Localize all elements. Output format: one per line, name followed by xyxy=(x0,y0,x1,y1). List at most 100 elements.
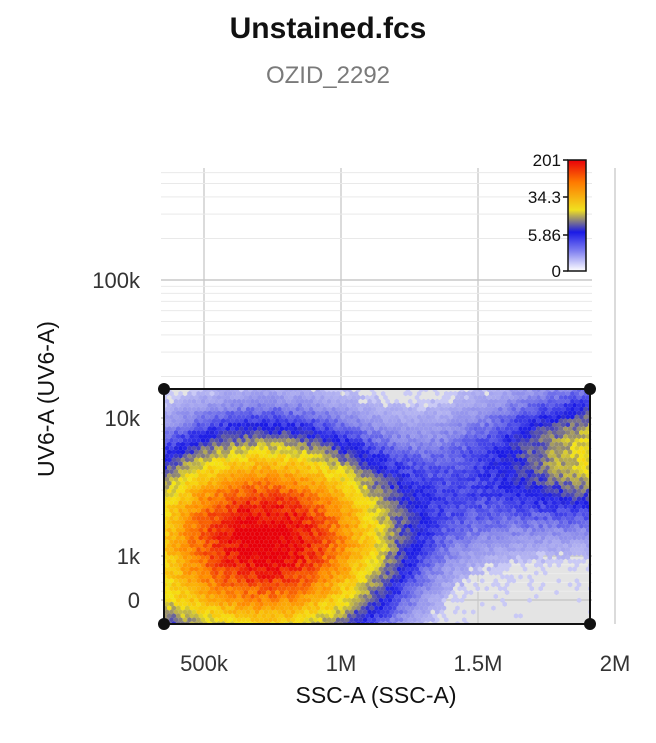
hexbin xyxy=(455,433,460,440)
hexbin xyxy=(299,437,305,443)
hexbin xyxy=(374,402,379,408)
hexbin xyxy=(299,469,305,475)
hexbin xyxy=(221,472,226,479)
hexbin xyxy=(556,547,561,553)
hexbin xyxy=(344,500,350,506)
hexbin xyxy=(194,582,199,588)
hexbin xyxy=(264,383,269,388)
hexbin xyxy=(263,547,269,553)
hexbin xyxy=(477,457,483,463)
hexbin xyxy=(378,480,384,486)
hexbin xyxy=(205,492,210,498)
hexbin xyxy=(450,558,456,564)
hexbin xyxy=(304,500,309,506)
hexbin xyxy=(416,437,422,443)
hexbin xyxy=(203,465,208,471)
hexbin xyxy=(167,426,172,432)
hexbin xyxy=(313,430,318,436)
hexbin xyxy=(531,449,537,455)
hexbin xyxy=(351,566,357,572)
hexbin xyxy=(428,511,433,518)
hexbin xyxy=(335,578,341,584)
hexbin xyxy=(342,441,348,447)
hexbin xyxy=(203,480,208,486)
hexbin xyxy=(477,472,483,479)
hexbin xyxy=(272,398,278,404)
hexbin xyxy=(441,535,447,541)
hexbin xyxy=(254,453,260,459)
hexbin xyxy=(455,574,460,580)
hexbin xyxy=(358,570,363,576)
hexbin xyxy=(518,433,523,440)
hexbin xyxy=(178,547,183,553)
hexbin xyxy=(198,511,203,518)
hexbin xyxy=(543,445,548,451)
hexbin xyxy=(529,445,534,451)
hexbin xyxy=(338,582,343,588)
hexbin xyxy=(563,410,568,416)
hexbin xyxy=(185,449,190,455)
hexbin xyxy=(446,582,451,588)
hexbin xyxy=(194,394,199,401)
hexbin xyxy=(554,449,559,455)
hexbin xyxy=(270,582,276,588)
hexbin xyxy=(250,547,255,553)
hexbin xyxy=(545,449,550,455)
hexbin xyxy=(295,484,300,490)
hexbin xyxy=(167,504,172,510)
hexbin xyxy=(279,582,285,588)
hexbin xyxy=(498,492,503,498)
hexbin xyxy=(306,504,312,510)
hexbin xyxy=(214,445,219,451)
hexbin xyxy=(441,426,447,432)
hexbin xyxy=(493,476,498,482)
hexbin xyxy=(531,441,537,447)
hexbin xyxy=(331,453,336,459)
hexbin xyxy=(313,508,318,514)
hexbin xyxy=(299,484,305,490)
hexbin xyxy=(209,508,215,514)
hexbin xyxy=(252,488,258,494)
hexbin xyxy=(358,500,363,506)
hexbin xyxy=(419,558,424,564)
hexbin xyxy=(293,394,298,401)
hexbin xyxy=(516,523,521,529)
hexbin xyxy=(412,406,417,412)
hexbin xyxy=(239,410,244,416)
hexbin xyxy=(338,433,343,440)
hexbin xyxy=(252,519,258,525)
hexbin xyxy=(534,547,539,553)
hexbin xyxy=(302,472,307,479)
hexbin xyxy=(439,562,444,568)
hexbin xyxy=(538,453,543,459)
hexbin xyxy=(401,558,406,564)
hexbin xyxy=(230,558,235,564)
hexbin xyxy=(302,488,307,494)
hexbin xyxy=(270,519,276,525)
hexbin xyxy=(362,445,368,451)
hexbin xyxy=(425,398,431,404)
hexbin xyxy=(576,426,582,432)
hexbin xyxy=(464,418,469,424)
hexbin xyxy=(212,543,217,549)
hexbin xyxy=(374,433,379,440)
hexbin xyxy=(236,500,242,506)
hexbin xyxy=(326,492,332,498)
hexbin xyxy=(507,508,512,514)
hexbin xyxy=(207,519,212,525)
hexbin xyxy=(545,410,550,416)
hexbin xyxy=(462,398,467,404)
hexbin xyxy=(561,437,566,443)
hexbin xyxy=(286,515,291,521)
hexbin xyxy=(209,492,215,498)
hexbin xyxy=(356,574,361,580)
hexbin xyxy=(576,433,582,440)
hexbin xyxy=(288,418,294,424)
hexbin xyxy=(482,465,487,471)
hexbin xyxy=(311,566,316,572)
hexbin xyxy=(374,496,379,502)
hexbin xyxy=(414,535,420,541)
hexbin xyxy=(574,492,580,498)
hexbin xyxy=(311,550,316,557)
